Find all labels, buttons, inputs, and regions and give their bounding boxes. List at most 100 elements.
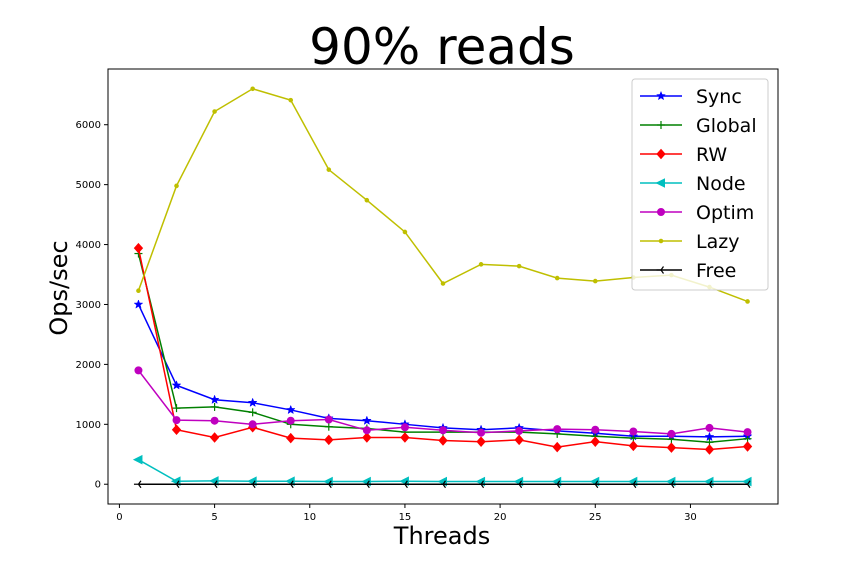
data-point-optim — [743, 428, 752, 437]
data-point-node — [399, 476, 409, 487]
data-point-optim — [172, 416, 181, 425]
x-axis-title: Threads — [393, 522, 490, 550]
y-axis: 0 1000 2000 3000 4000 5000 6000 — [76, 120, 108, 491]
legend-item-free: Free — [640, 260, 736, 282]
data-point-rw — [552, 441, 562, 453]
data-point-lazy — [250, 86, 255, 92]
data-point-rw — [171, 424, 182, 435]
legend-label-optim: Optim — [696, 202, 754, 224]
data-point-optim — [210, 416, 219, 425]
marker-stroke — [442, 483, 446, 489]
marker-stroke — [442, 480, 446, 485]
marker-stroke — [214, 480, 218, 485]
y-tick-label: 2000 — [76, 360, 101, 371]
marker-stroke — [670, 483, 675, 489]
data-point-optim — [553, 425, 562, 434]
data-point-free — [552, 480, 561, 489]
data-point-optim — [324, 415, 333, 424]
marker-stroke — [747, 480, 751, 485]
data-point-rw — [476, 436, 486, 447]
y-axis-title: Ops/sec — [45, 240, 73, 335]
legend-marker-sync — [656, 90, 666, 101]
data-point-rw — [590, 436, 600, 447]
legend-item-node: Node — [640, 173, 746, 195]
data-point-sync — [361, 415, 372, 425]
marker-stroke — [290, 480, 294, 485]
data-point-node — [170, 476, 181, 487]
y-tick-label: 6000 — [76, 120, 101, 131]
marker-stroke — [594, 483, 599, 489]
data-point-optim — [362, 426, 371, 435]
marker-stroke — [480, 480, 485, 485]
data-point-lazy — [745, 299, 750, 304]
legend-label-lazy: Lazy — [696, 231, 739, 253]
marker-stroke — [137, 480, 142, 485]
y-tick-label: 0 — [95, 480, 101, 491]
x-axis: 0 5 10 15 20 25 30 — [116, 504, 697, 523]
data-point-lazy — [440, 281, 446, 286]
marker-stroke — [518, 480, 523, 485]
data-point-free — [704, 480, 713, 489]
data-point-sync — [285, 404, 296, 415]
data-point-free — [172, 480, 180, 489]
marker-stroke — [660, 266, 664, 271]
data-point-rw — [438, 435, 448, 446]
data-point-lazy — [288, 97, 294, 103]
y-tick-label: 1000 — [76, 420, 101, 431]
series-line-sync — [137, 304, 748, 438]
data-point-optim — [667, 429, 676, 438]
data-point-optim — [629, 427, 638, 436]
data-point-free — [324, 480, 332, 489]
marker-stroke — [366, 480, 370, 485]
marker-stroke — [632, 480, 637, 485]
legend: Sync Global RW Node Optim Lazy Free — [631, 78, 769, 291]
series-free — [133, 480, 751, 489]
data-point-free — [438, 480, 446, 489]
data-point-optim — [286, 416, 295, 425]
data-point-optim — [591, 425, 600, 434]
marker-stroke — [328, 480, 332, 485]
legend-marker-optim — [657, 208, 665, 216]
legend-box — [631, 78, 769, 291]
data-point-sync — [133, 299, 144, 309]
data-point-free — [590, 480, 599, 489]
x-tick-label: 10 — [303, 512, 316, 523]
legend-label-free: Free — [696, 260, 736, 282]
legend-marker-free — [656, 266, 664, 274]
marker-stroke — [708, 480, 713, 485]
marker-stroke — [594, 480, 599, 485]
legend-item-lazy: Lazy — [640, 231, 739, 253]
data-point-rw — [324, 434, 334, 446]
data-point-node — [285, 476, 295, 487]
data-point-rw — [133, 242, 144, 254]
data-point-sync — [171, 380, 182, 390]
legend-item-sync: Sync — [640, 86, 742, 108]
x-tick-label: 0 — [116, 512, 122, 523]
series-sync — [133, 299, 753, 442]
data-point-optim — [134, 366, 143, 375]
data-point-sync — [247, 397, 258, 407]
marker-stroke — [747, 483, 751, 489]
data-point-lazy — [554, 275, 560, 281]
series-line-node — [138, 459, 748, 483]
data-point-free — [400, 480, 408, 489]
marker-stroke — [632, 483, 637, 489]
data-point-rw — [209, 432, 220, 443]
legend-item-optim: Optim — [640, 202, 754, 224]
legend-marker-node — [655, 178, 665, 188]
data-point-node — [132, 454, 143, 465]
legend-marker-global — [657, 121, 665, 129]
data-point-rw — [514, 434, 524, 446]
data-point-lazy — [402, 229, 408, 235]
marker-stroke — [708, 483, 713, 489]
x-tick-label: 15 — [399, 512, 412, 523]
series-rw — [133, 242, 753, 455]
data-point-global — [324, 422, 333, 431]
y-tick-label: 3000 — [76, 300, 101, 311]
marker-stroke — [670, 480, 675, 485]
data-point-free — [286, 480, 294, 489]
marker-stroke — [328, 483, 332, 489]
data-point-optim — [439, 426, 447, 435]
series-node — [132, 454, 752, 487]
